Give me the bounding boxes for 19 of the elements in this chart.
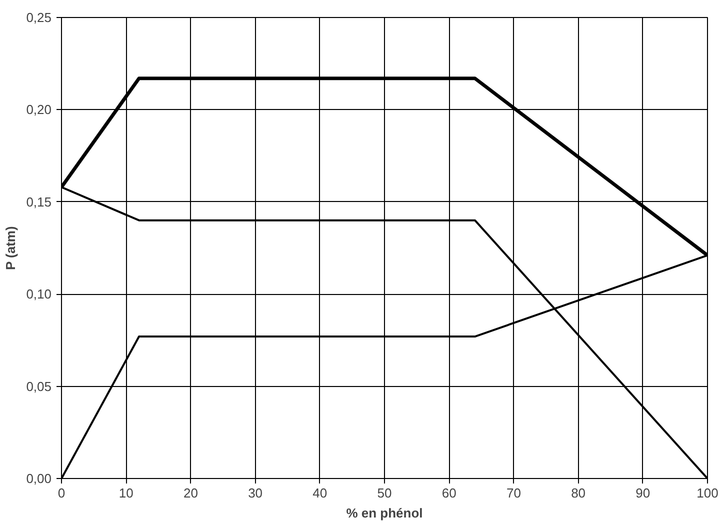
y-axis-title: P (atm) [3, 226, 18, 270]
x-tick-label: 10 [118, 486, 134, 500]
x-tick-label: 80 [571, 486, 586, 500]
x-tick-label: 30 [248, 486, 263, 500]
y-tick-label: 0,15 [26, 194, 52, 210]
x-axis-title: % en phénol [346, 506, 423, 520]
x-tick-label: 40 [312, 486, 328, 500]
y-tick-label: 0,05 [26, 378, 52, 394]
x-tick-label: 50 [377, 486, 392, 500]
y-tick-label: 0,00 [26, 471, 52, 486]
y-tick-label: 0,20 [26, 102, 52, 118]
y-tick-label: 0,10 [26, 286, 52, 302]
x-tick-label: 100 [696, 486, 718, 500]
x-tick-label: 60 [442, 486, 456, 500]
y-tick-label: 0,25 [26, 10, 52, 25]
x-tick-label: 20 [183, 486, 198, 500]
x-tick-label: 70 [506, 486, 521, 500]
x-tick-label: 90 [636, 486, 650, 500]
x-tick-label: 0 [58, 486, 66, 500]
